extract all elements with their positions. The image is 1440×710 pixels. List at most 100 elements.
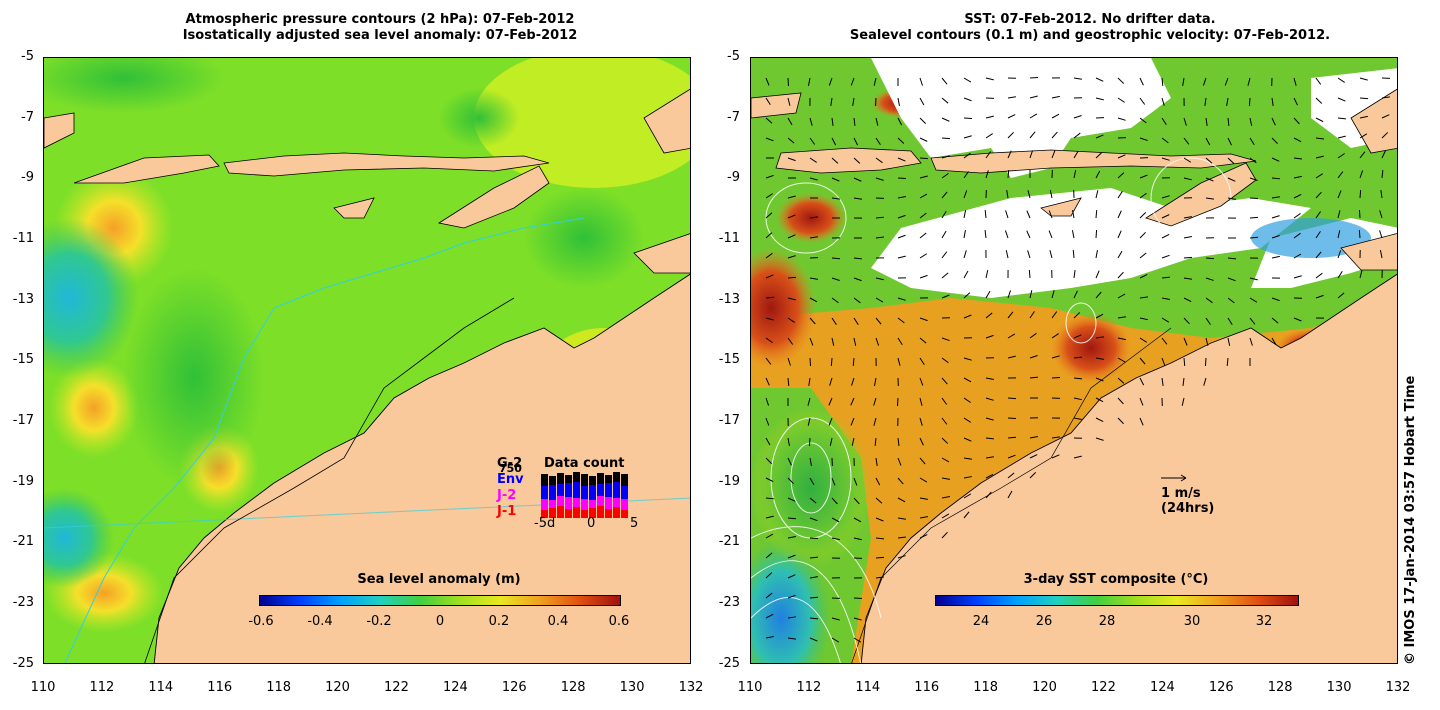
velocity-arrow (1073, 334, 1082, 339)
sla-colorbar (259, 595, 621, 606)
velocity-arrow (1161, 357, 1166, 366)
velocity-arrow (1095, 437, 1104, 441)
velocity-arrow (941, 137, 951, 140)
left-xtick: 110 (30, 680, 56, 695)
velocity-arrow (1271, 196, 1280, 199)
velocity-arrow (919, 497, 928, 500)
velocity-arrow (919, 516, 928, 519)
velocity-arrow (1183, 236, 1192, 239)
inset-bar-segment (549, 500, 556, 508)
velocity-arrow (1117, 357, 1126, 363)
velocity-arrow (1139, 417, 1144, 426)
right-xtick: 120 (1032, 680, 1057, 695)
velocity-arrow (941, 77, 948, 85)
velocity-arrow (1072, 249, 1075, 259)
velocity-arrow (1337, 171, 1344, 179)
velocity-arrow (831, 637, 840, 643)
velocity-arrow (1139, 117, 1147, 124)
velocity-arrow (1117, 172, 1125, 179)
velocity-arrow (897, 157, 906, 162)
velocity-arrow (1224, 77, 1229, 86)
velocity-arrow (1227, 337, 1231, 346)
velocity-arrow (919, 77, 923, 86)
velocity-arrow (897, 536, 906, 539)
velocity-arrow (765, 477, 774, 483)
velocity-arrow (1117, 191, 1123, 199)
velocity-arrow (1249, 317, 1256, 325)
velocity-arrow (941, 417, 948, 425)
velocity-arrow (873, 417, 877, 426)
velocity-arrow (963, 230, 966, 239)
velocity-arrow (919, 232, 927, 239)
velocity-arrow (1248, 97, 1251, 107)
velocity-arrow (1271, 235, 1280, 239)
velocity-arrow (787, 477, 794, 485)
velocity-arrow (941, 513, 950, 519)
velocity-arrow (787, 214, 796, 219)
velocity-arrow (765, 636, 774, 639)
velocity-arrow (830, 97, 833, 106)
left-ytick: -25 (12, 656, 34, 671)
inset-bar-segment (613, 472, 620, 482)
velocity-arrow (1051, 454, 1060, 459)
velocity-arrow (919, 437, 924, 446)
velocity-arrow (787, 377, 790, 387)
velocity-arrow (853, 617, 862, 621)
inset-xtick-2: 5 (630, 516, 639, 531)
velocity-arrow (1027, 250, 1031, 259)
velocity-arrow (963, 270, 969, 279)
right-ytick: -21 (718, 534, 740, 549)
velocity-arrow (809, 457, 812, 466)
left-ytick: -15 (12, 352, 34, 367)
velocity-arrow (1249, 236, 1259, 239)
left-xtick: 118 (266, 680, 292, 695)
inset-bar-segment (597, 506, 604, 518)
velocity-arrow (1181, 397, 1185, 406)
velocity-arrow (919, 274, 928, 279)
velocity-arrow (1005, 210, 1009, 219)
inset-bar-segment (565, 497, 572, 509)
velocity-arrow (765, 552, 773, 559)
inset-bar-segment (589, 500, 596, 508)
sst-cbar-tick-3: 30 (1183, 614, 1201, 629)
velocity-arrow (1029, 95, 1038, 99)
velocity-arrow (850, 417, 855, 426)
inset-label-j2: J-2 (497, 488, 517, 503)
velocity-arrow (1315, 211, 1321, 219)
velocity-arrow (1249, 157, 1257, 164)
left-ytick: -9 (21, 170, 34, 185)
velocity-arrow (941, 397, 948, 405)
velocity-arrow (875, 297, 884, 303)
left-xtick: 132 (678, 680, 704, 695)
velocity-arrow (831, 337, 835, 346)
velocity-arrow (875, 236, 885, 239)
velocity-arrow (787, 594, 796, 599)
inset-bar-segment (589, 476, 596, 485)
velocity-arrow (1337, 230, 1341, 239)
velocity-arrow (1337, 250, 1342, 259)
velocity-arrow (1139, 231, 1146, 239)
velocity-arrow (1161, 276, 1171, 279)
velocity-arrow (1029, 454, 1038, 459)
velocity-arrow (765, 377, 770, 386)
velocity-arrow (897, 555, 906, 559)
velocity-arrow (1007, 436, 1017, 439)
velocity-arrow (1227, 177, 1236, 182)
velocity-arrow (941, 117, 950, 122)
velocity-arrow (1249, 197, 1259, 200)
velocity-arrow (809, 556, 819, 559)
velocity-arrow (1117, 337, 1126, 341)
sla-cbar-tick-3: 0 (435, 614, 445, 629)
velocity-arrow (897, 517, 906, 520)
left-xtick: 116 (207, 680, 233, 695)
velocity-arrow (963, 437, 972, 442)
velocity-arrow (828, 417, 833, 426)
velocity-arrow (787, 574, 796, 579)
velocity-arrow (787, 357, 791, 366)
velocity-arrow (1139, 337, 1148, 343)
velocity-arrow (1073, 417, 1082, 420)
velocity-arrow (1249, 297, 1258, 303)
velocity-arrow (897, 214, 906, 219)
velocity-arrow (1337, 292, 1345, 299)
velocity-arrow (897, 255, 906, 259)
